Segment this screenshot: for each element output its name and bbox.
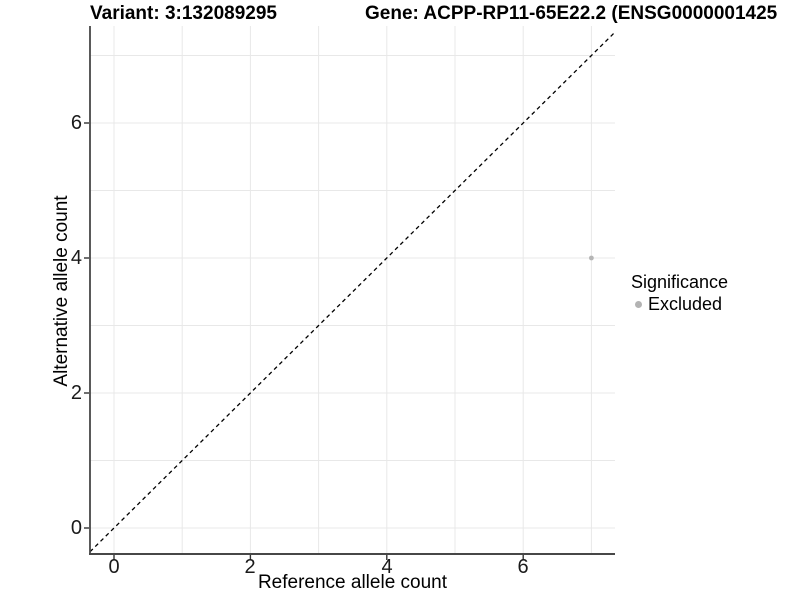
gene-title: Gene: ACPP-RP11-65E22.2 (ENSG0000001425 <box>365 3 778 24</box>
data-point <box>589 255 594 261</box>
legend-title: Significance <box>631 272 729 292</box>
x-tick-label-2: 2 <box>244 556 256 578</box>
y-tick-label-0: 0 <box>70 517 82 539</box>
legend-dot-icon <box>635 300 642 308</box>
x-tick-label-6: 6 <box>517 556 529 578</box>
legend-item-excluded: Excluded <box>631 293 796 315</box>
legend-item-label: Excluded <box>648 294 723 314</box>
legend: Significance Excluded <box>631 271 796 315</box>
y-tick-label-4: 4 <box>70 247 82 269</box>
y-axis-title: Alternative allele count <box>51 195 72 387</box>
x-axis-title: Reference allele count <box>257 572 448 593</box>
y-tick-label-2: 2 <box>70 382 82 404</box>
y-tick-label-6: 6 <box>70 112 82 134</box>
variant-title: Variant: 3:132089295 <box>90 3 277 24</box>
x-tick-label-0: 0 <box>108 556 120 578</box>
x-tick-label-4: 4 <box>381 556 393 578</box>
identity-dashed-line <box>89 31 616 553</box>
